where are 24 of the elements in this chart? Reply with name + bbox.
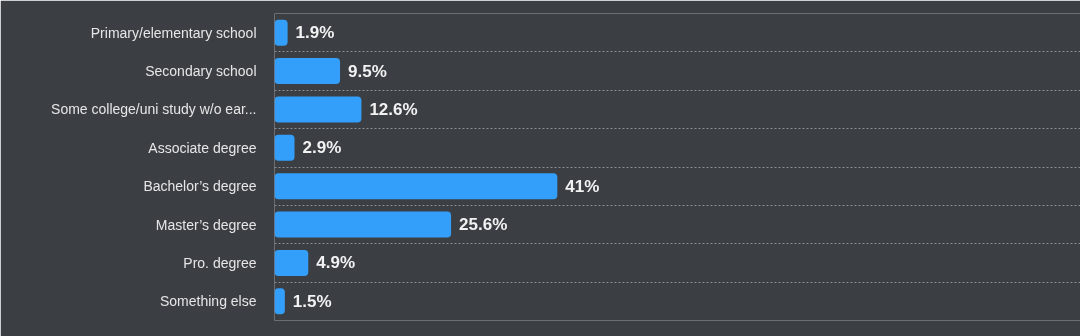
data-label: 25.6%	[459, 215, 508, 235]
bar	[274, 134, 295, 161]
bar	[274, 211, 452, 238]
data-label: 9.5%	[348, 61, 387, 81]
y-tick-label: Some college/uni study w/o ear...	[51, 101, 257, 118]
y-tick-label: Something else	[160, 293, 257, 310]
y-tick-label: Pro. degree	[183, 254, 257, 271]
y-tick-label: Bachelor’s degree	[143, 178, 257, 195]
bar	[274, 249, 309, 276]
bar	[274, 173, 558, 200]
data-label: 4.9%	[316, 253, 356, 273]
bar	[274, 19, 288, 46]
data-label: 1.9%	[295, 23, 335, 43]
data-label: 2.9%	[302, 138, 342, 158]
y-tick-label: Associate degree	[148, 139, 257, 156]
data-label: 1.5%	[292, 291, 332, 311]
data-label: 41%	[565, 176, 600, 196]
bar	[274, 58, 341, 85]
y-tick-label: Master’s degree	[155, 216, 257, 233]
bar	[274, 96, 362, 123]
bar	[274, 288, 285, 315]
y-tick-label: Primary/elementary school	[90, 24, 257, 41]
data-label: 12.6%	[369, 99, 418, 119]
y-tick-label: Secondary school	[145, 63, 257, 80]
